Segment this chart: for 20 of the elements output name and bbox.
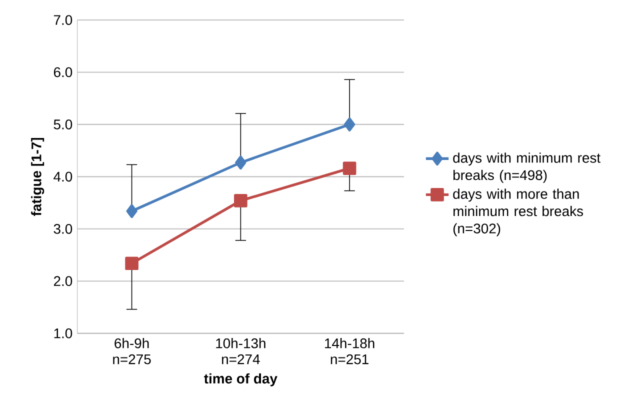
point xyxy=(234,194,248,208)
legend-label: days with minimum rest breaks (n=498) xyxy=(453,152,600,183)
x-axis-title: time of day xyxy=(204,373,278,386)
point xyxy=(342,162,356,175)
y-tick-label: 7.0 xyxy=(54,15,72,25)
x-tick-label: 14h-18h n=251 xyxy=(325,338,374,364)
point xyxy=(125,256,138,270)
x-tick-label: 6h-9h n=275 xyxy=(113,338,151,364)
y-tick-label: 2.0 xyxy=(54,276,72,286)
y-axis-title: fatigue [1-7] xyxy=(31,138,44,216)
y-tick-label: 4.0 xyxy=(54,172,72,182)
y-tick-label: 1.0 xyxy=(54,328,72,338)
y-tick-label: 3.0 xyxy=(54,224,72,234)
y-tick-label: 6.0 xyxy=(54,67,72,78)
point xyxy=(126,204,138,218)
y-tick-label: 5.0 xyxy=(54,120,72,130)
legend-label: days with more than minimum rest breaks (n=302) xyxy=(453,188,584,236)
point xyxy=(344,118,356,132)
x-tick-label: 10h-13h n=274 xyxy=(216,338,266,364)
point xyxy=(235,156,246,170)
